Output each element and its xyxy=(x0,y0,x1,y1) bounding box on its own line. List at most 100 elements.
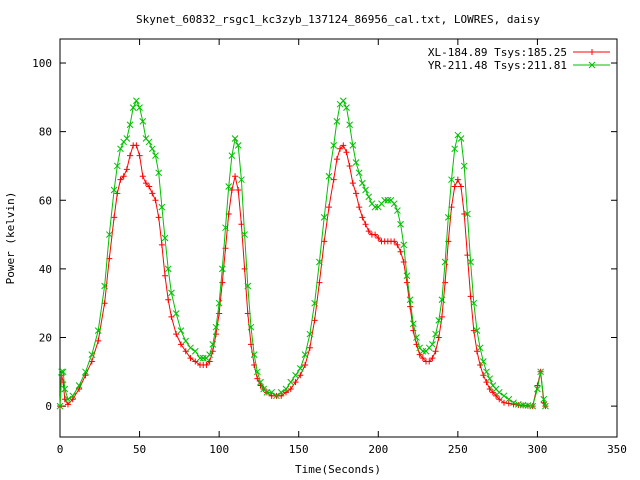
series-1-point-29 xyxy=(164,265,172,273)
series-1-point-84 xyxy=(371,203,379,211)
series-1-point-61 xyxy=(282,385,290,393)
series-0-point-24 xyxy=(149,190,156,197)
series-1-point-114 xyxy=(467,258,474,266)
series-1-point-67 xyxy=(311,299,318,307)
series-1-point-65 xyxy=(301,351,309,359)
y-tick-label-4: 80 xyxy=(39,126,52,139)
series-0-point-46 xyxy=(228,186,235,193)
series-1-point-47 xyxy=(231,135,239,142)
series-0-point-8 xyxy=(88,358,95,365)
x-tick-label-4: 200 xyxy=(368,443,388,456)
series-1-point-44 xyxy=(222,224,229,232)
series-0-point-124 xyxy=(501,399,508,406)
x-tick-label-2: 100 xyxy=(209,443,229,456)
y-tick-label-1: 20 xyxy=(39,332,52,345)
series-1-point-118 xyxy=(479,358,487,365)
series-1-point-27 xyxy=(158,203,166,211)
series-1-point-6 xyxy=(75,382,83,389)
series-1-point-80 xyxy=(359,179,366,187)
series-0-point-4 xyxy=(64,401,71,408)
series-1-point-46 xyxy=(228,152,236,160)
series-0-point-5 xyxy=(69,396,76,403)
series-1-point-31 xyxy=(172,310,180,317)
x-tick-label-7: 350 xyxy=(607,443,627,456)
series-1-point-64 xyxy=(296,365,304,372)
series-1-point-11 xyxy=(105,231,113,238)
series-1-point-119 xyxy=(483,368,490,376)
series-0-point-80 xyxy=(359,214,366,221)
series-0-point-95 xyxy=(407,303,414,310)
series-1-point-42 xyxy=(215,299,223,307)
series-0-point-102 xyxy=(429,355,436,362)
series-1-point-77 xyxy=(349,142,357,149)
series-1-point-50 xyxy=(241,231,248,238)
series-0-point-105 xyxy=(438,313,445,320)
series-0-point-49 xyxy=(238,221,245,228)
series-0-point-20 xyxy=(136,152,143,159)
series-1-point-54 xyxy=(253,368,261,376)
legend-marker-1 xyxy=(588,61,596,69)
series-0-point-70 xyxy=(325,204,332,211)
series-0-point-119 xyxy=(483,379,490,386)
series-1-point-63 xyxy=(292,371,299,379)
series-0-point-113 xyxy=(464,252,471,259)
series-1-point-41 xyxy=(212,323,220,331)
series-1-point-82 xyxy=(365,193,373,201)
legend-label-1: YR-211.48 Tsys:211.81 xyxy=(428,59,567,72)
series-1-point-102 xyxy=(429,341,436,348)
series-0-point-72 xyxy=(333,156,340,163)
series-1-point-12 xyxy=(110,186,118,194)
chart-title: Skynet_60832_rsgc1_kc3zyb_137124_86956_c… xyxy=(136,13,540,26)
series-0-point-34 xyxy=(187,355,194,362)
series-1 xyxy=(56,97,549,410)
series-0-point-90 xyxy=(391,238,398,245)
series-0-point-31 xyxy=(173,331,180,338)
series-1-point-88 xyxy=(384,196,392,204)
series-1-point-68 xyxy=(316,258,323,266)
series-0-point-17 xyxy=(127,152,134,159)
series-0-point-60 xyxy=(278,392,285,399)
series-0-point-115 xyxy=(470,327,477,334)
series-0-point-16 xyxy=(123,166,130,173)
series-0-point-98 xyxy=(416,351,423,358)
series-1-point-51 xyxy=(244,282,252,290)
series-1-point-97 xyxy=(413,334,420,341)
series-1-point-81 xyxy=(362,186,369,194)
series-0-point-79 xyxy=(356,204,363,211)
series-0-point-39 xyxy=(206,358,213,365)
series-0-point-110 xyxy=(454,176,461,183)
x-tick-label-5: 250 xyxy=(448,443,468,456)
series-1-point-115 xyxy=(470,299,478,307)
series-1-point-59 xyxy=(273,392,280,400)
series-0-point-99 xyxy=(419,355,426,362)
series-1-point-133 xyxy=(540,395,548,403)
series-0-point-94 xyxy=(403,279,410,286)
series-0-point-25 xyxy=(152,197,159,204)
series-1-point-62 xyxy=(287,378,295,386)
series-0-point-14 xyxy=(117,176,124,183)
series-0-point-15 xyxy=(120,173,127,180)
series-0-point-42 xyxy=(216,310,223,317)
series-0-point-76 xyxy=(346,162,353,169)
y-tick-label-3: 60 xyxy=(39,194,52,207)
series-1-point-16 xyxy=(123,135,131,142)
series-1-point-9 xyxy=(94,327,102,334)
series-line-1 xyxy=(59,99,546,407)
series-1-point-14 xyxy=(117,145,124,153)
series-1-point-120 xyxy=(486,375,494,383)
series-1-point-0 xyxy=(56,402,64,410)
series-0-point-75 xyxy=(343,149,350,156)
series-1-point-132 xyxy=(537,368,544,376)
series-1-point-91 xyxy=(394,207,401,214)
series-1-point-13 xyxy=(113,162,121,170)
series-1-point-131 xyxy=(534,385,541,393)
x-tick-label-1: 50 xyxy=(133,443,146,456)
series-1-point-55 xyxy=(257,378,264,386)
series-0-point-13 xyxy=(114,190,121,197)
series-1-point-75 xyxy=(343,104,350,111)
plot-frame xyxy=(59,38,618,438)
y-axis-label: Power (kelvin) xyxy=(4,192,17,285)
series-0-point-103 xyxy=(432,348,439,355)
series-line-0 xyxy=(59,144,546,407)
